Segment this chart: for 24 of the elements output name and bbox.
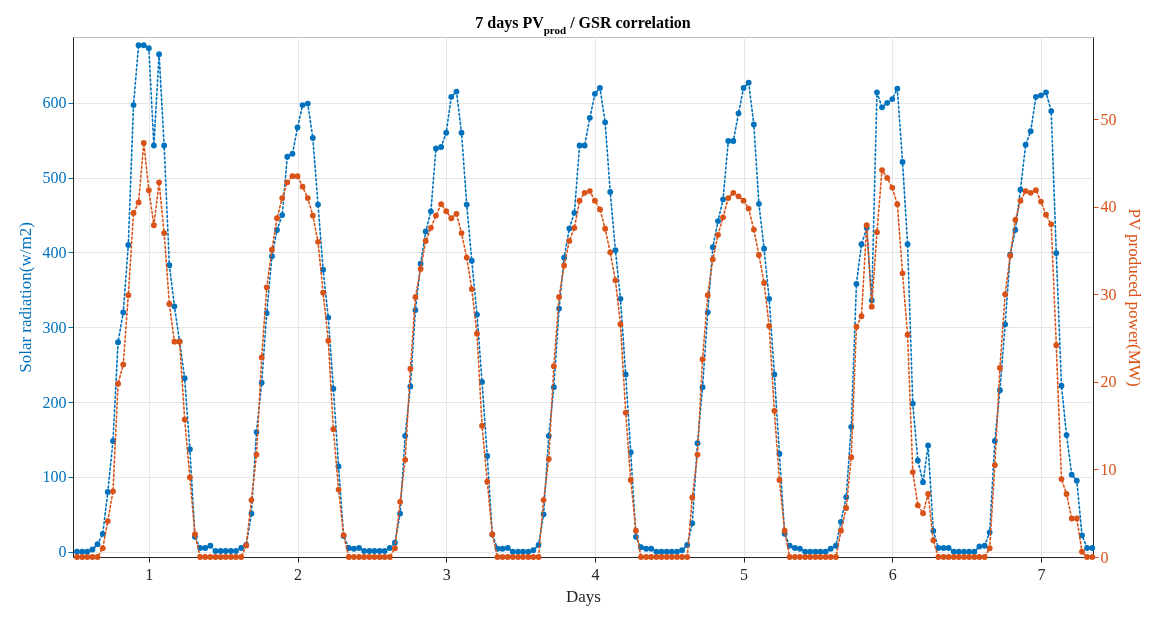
x-tick-label: 3: [442, 565, 451, 583]
y2-tick-label: 0: [1100, 548, 1109, 566]
y-tick-label: 100: [42, 468, 67, 486]
y-tick-label: 0: [58, 543, 67, 561]
y-tick-label: 300: [42, 318, 67, 336]
x-axis-title: Days: [566, 586, 601, 606]
y2-tick-label: 20: [1100, 373, 1117, 391]
x-tick-label: 4: [591, 565, 600, 583]
y-axis-title: Solar radiation(w/m2): [15, 222, 35, 373]
y-tick-label: 400: [42, 243, 67, 261]
y-tick-label: 600: [42, 94, 67, 112]
y2-tick-label: 10: [1100, 460, 1117, 478]
y2-tick-label: 40: [1100, 198, 1117, 216]
y2-tick-label: 30: [1100, 285, 1117, 303]
y2-axis-title: PV produced power(MW): [1124, 208, 1144, 387]
y-tick-label: 200: [42, 393, 67, 411]
chart-title: 7 days PV$_{prod}$ / GSR correlation: [475, 14, 691, 36]
x-tick-label: 6: [888, 565, 897, 583]
y-tick-label: 500: [42, 169, 67, 187]
x-tick-label: 1: [145, 565, 154, 583]
x-tick-label: 2: [294, 565, 303, 583]
x-tick-label: 7: [1037, 565, 1046, 583]
x-tick-label: 5: [740, 565, 749, 583]
y2-tick-label: 50: [1100, 110, 1117, 128]
